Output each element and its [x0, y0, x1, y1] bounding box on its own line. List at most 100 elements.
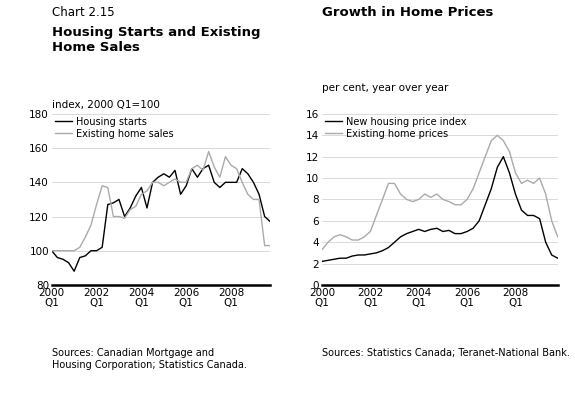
- New housing price index: [524, 213, 531, 218]
- New housing price index: [367, 252, 374, 256]
- Text: Sources: Statistics Canada; Teranet-National Bank.: Sources: Statistics Canada; Teranet-Nati…: [322, 348, 570, 358]
- New housing price index: [391, 240, 398, 245]
- New housing price index: [427, 227, 434, 232]
- Existing home prices: [325, 240, 332, 245]
- New housing price index: [470, 226, 477, 231]
- New housing price index: [385, 245, 392, 250]
- Existing home sales: [54, 248, 61, 253]
- Existing home prices: [409, 199, 416, 204]
- Existing home sales: [144, 188, 151, 193]
- Text: Chart 2.15: Chart 2.15: [52, 6, 114, 19]
- Housing starts: [104, 202, 111, 207]
- Existing home prices: [494, 133, 501, 138]
- Housing starts: [267, 219, 274, 224]
- Housing starts: [93, 248, 100, 253]
- Existing home sales: [110, 214, 117, 219]
- Line: Housing starts: Housing starts: [52, 165, 270, 271]
- Existing home prices: [373, 213, 380, 218]
- Existing home sales: [233, 166, 240, 171]
- Existing home prices: [385, 181, 392, 186]
- Housing starts: [205, 163, 212, 168]
- Housing starts: [171, 168, 178, 173]
- Existing home prices: [476, 170, 482, 175]
- Existing home prices: [361, 234, 368, 239]
- Existing home sales: [132, 204, 139, 209]
- Housing starts: [194, 175, 201, 179]
- Existing home prices: [337, 232, 344, 237]
- Existing home sales: [82, 234, 89, 239]
- Existing home prices: [434, 192, 440, 197]
- Existing home sales: [256, 197, 263, 202]
- Housing starts: [233, 180, 240, 185]
- New housing price index: [488, 186, 494, 191]
- Existing home sales: [138, 192, 145, 197]
- New housing price index: [494, 165, 501, 170]
- Existing home prices: [488, 138, 494, 143]
- New housing price index: [379, 248, 386, 253]
- Line: New housing price index: New housing price index: [322, 157, 558, 261]
- Existing home prices: [542, 192, 549, 197]
- Existing home sales: [189, 166, 196, 171]
- Existing home prices: [343, 234, 350, 239]
- Existing home prices: [451, 202, 458, 207]
- Existing home sales: [171, 177, 178, 182]
- Legend: Housing starts, Existing home sales: Housing starts, Existing home sales: [55, 117, 174, 139]
- Existing home sales: [93, 202, 100, 207]
- Existing home prices: [367, 229, 374, 234]
- Existing home prices: [415, 197, 422, 202]
- New housing price index: [397, 234, 404, 239]
- Existing home sales: [126, 207, 133, 212]
- Existing home sales: [71, 248, 78, 253]
- Housing starts: [110, 200, 117, 205]
- Existing home sales: [149, 180, 156, 185]
- Housing starts: [54, 255, 61, 260]
- Existing home sales: [205, 149, 212, 154]
- Existing home prices: [463, 197, 470, 202]
- New housing price index: [542, 240, 549, 245]
- Existing home sales: [59, 248, 66, 253]
- Existing home sales: [267, 243, 274, 248]
- Existing home prices: [421, 192, 428, 197]
- Existing home prices: [349, 238, 356, 243]
- New housing price index: [446, 228, 453, 233]
- New housing price index: [482, 202, 489, 207]
- Existing home sales: [244, 192, 251, 197]
- Existing home sales: [65, 248, 72, 253]
- Existing home sales: [183, 180, 190, 185]
- Housing starts: [48, 248, 55, 253]
- New housing price index: [536, 216, 543, 221]
- Existing home sales: [216, 175, 223, 179]
- Housing starts: [160, 171, 167, 176]
- Existing home prices: [470, 186, 477, 191]
- Existing home sales: [99, 183, 106, 188]
- Text: index, 2000 Q1=100: index, 2000 Q1=100: [52, 100, 160, 110]
- New housing price index: [500, 154, 507, 159]
- New housing price index: [415, 227, 422, 232]
- Existing home prices: [536, 176, 543, 181]
- Housing starts: [261, 214, 268, 219]
- Existing home prices: [427, 195, 434, 200]
- Housing starts: [228, 180, 235, 185]
- Housing starts: [250, 180, 257, 185]
- Existing home sales: [76, 245, 83, 250]
- New housing price index: [434, 226, 440, 231]
- Housing starts: [166, 175, 173, 179]
- New housing price index: [548, 252, 555, 258]
- Existing home sales: [166, 180, 173, 185]
- Existing home sales: [116, 214, 122, 219]
- New housing price index: [439, 229, 446, 234]
- New housing price index: [355, 252, 362, 258]
- New housing price index: [554, 256, 561, 260]
- Existing home prices: [554, 234, 561, 239]
- Housing starts: [211, 180, 218, 185]
- Housing starts: [132, 194, 139, 199]
- Existing home sales: [155, 180, 162, 185]
- New housing price index: [451, 231, 458, 236]
- Text: Sources: Canadian Mortgage and
Housing Corporation; Statistics Canada.: Sources: Canadian Mortgage and Housing C…: [52, 348, 247, 370]
- New housing price index: [331, 257, 338, 262]
- Existing home prices: [530, 181, 537, 186]
- Housing starts: [155, 175, 162, 179]
- Housing starts: [138, 185, 145, 190]
- Existing home sales: [87, 223, 94, 228]
- New housing price index: [476, 218, 482, 223]
